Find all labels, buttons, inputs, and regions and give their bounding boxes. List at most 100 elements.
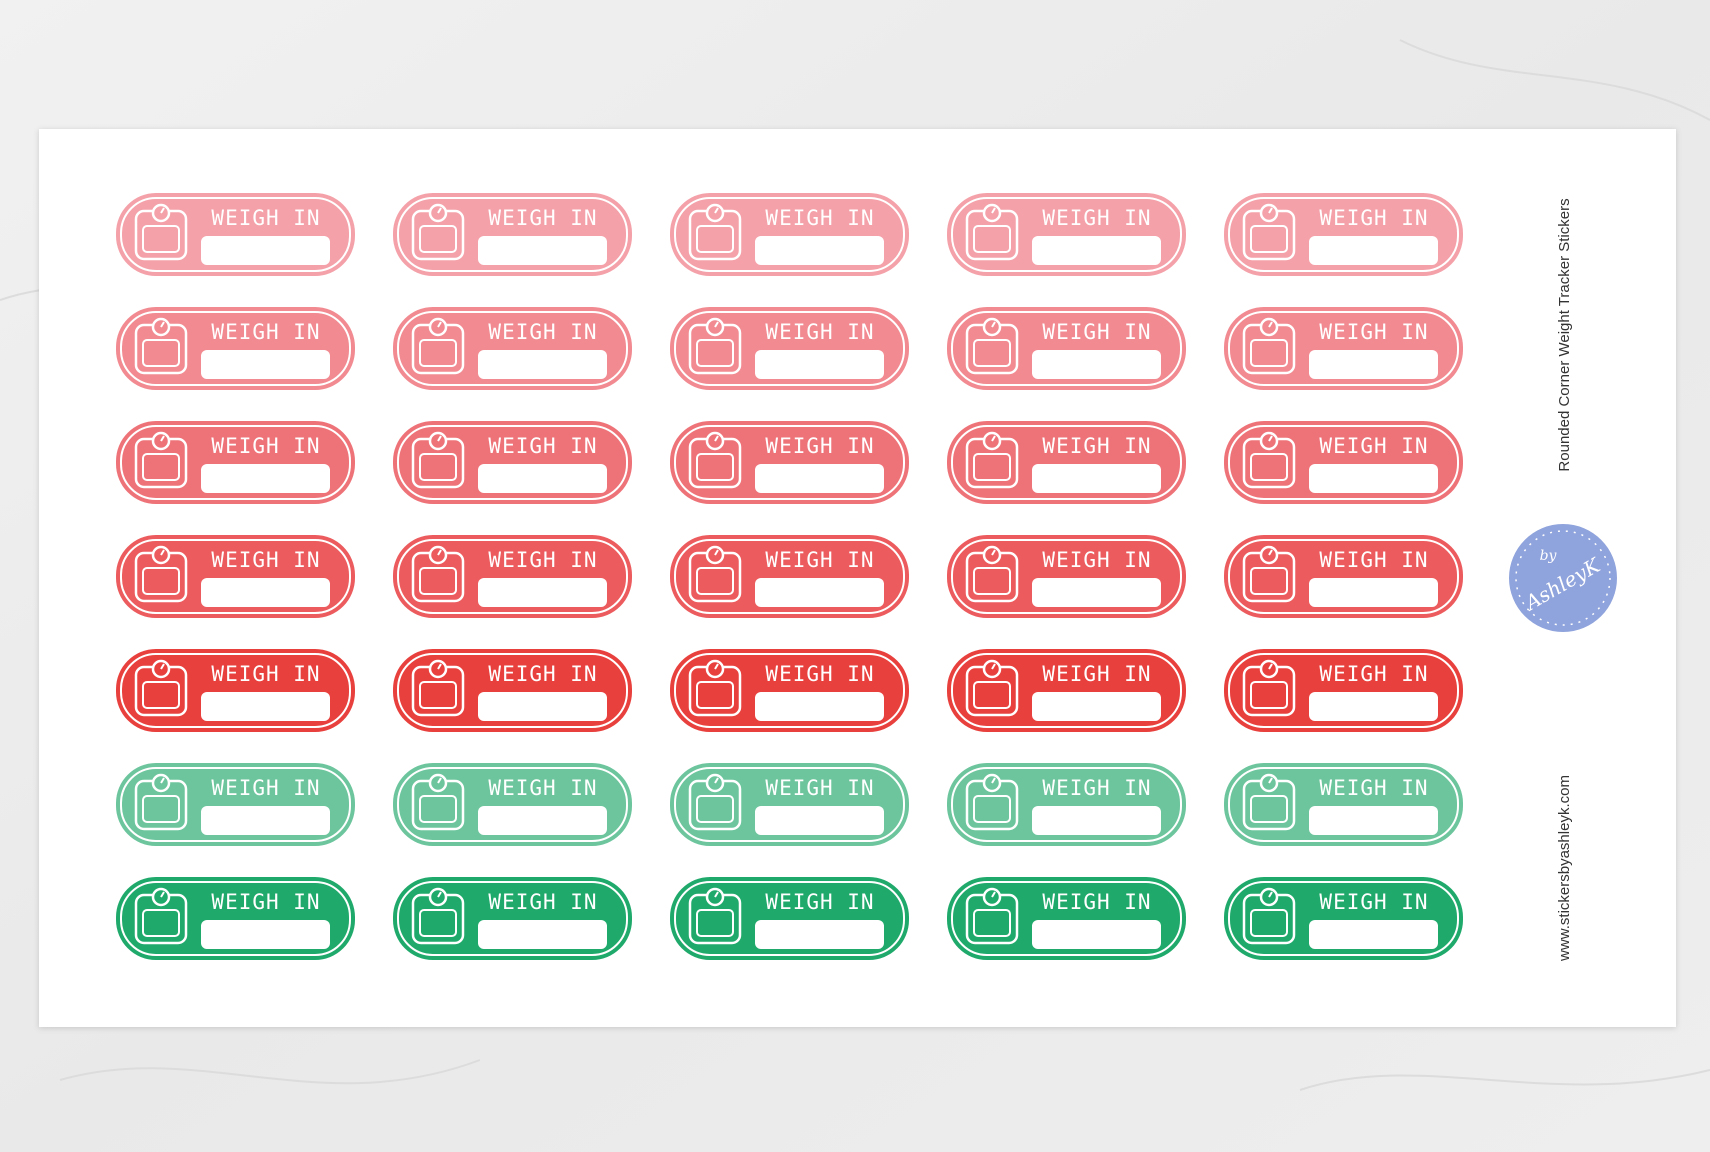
sticker: WEIGH IN	[116, 649, 355, 732]
sticker: WEIGH IN	[1224, 535, 1463, 618]
scale-icon-plate	[696, 681, 734, 709]
sticker: WEIGH IN	[1224, 193, 1463, 276]
sticker-border	[1228, 197, 1459, 272]
sticker-border	[120, 653, 351, 728]
scale-icon-plate	[1250, 567, 1288, 595]
scale-icon-plate	[973, 225, 1011, 253]
write-in-box	[1309, 920, 1438, 949]
write-in-box	[201, 692, 330, 721]
sticker: WEIGH IN	[116, 307, 355, 390]
sticker-label: WEIGH IN	[1319, 206, 1428, 230]
sticker-label: WEIGH IN	[1319, 890, 1428, 914]
sticker-label: WEIGH IN	[1042, 206, 1151, 230]
scale-icon-plate	[973, 567, 1011, 595]
scale-icon-needle	[437, 663, 442, 670]
sticker: WEIGH IN	[947, 649, 1186, 732]
scale-icon-plate	[696, 225, 734, 253]
sticker-border	[397, 539, 628, 614]
scale-icon-plate	[973, 339, 1011, 367]
scale-icon-needle	[160, 777, 165, 784]
sticker: WEIGH IN	[670, 535, 909, 618]
sticker-label: WEIGH IN	[488, 320, 597, 344]
scale-icon-plate	[1250, 795, 1288, 823]
sticker-label: WEIGH IN	[765, 320, 874, 344]
scale-icon-needle	[1268, 777, 1273, 784]
write-in-box	[201, 350, 330, 379]
sticker: WEIGH IN	[947, 877, 1186, 960]
sticker-border	[1228, 311, 1459, 386]
scale-icon-plate	[419, 909, 457, 937]
sticker: WEIGH IN	[393, 877, 632, 960]
sticker-label: WEIGH IN	[765, 890, 874, 914]
scale-icon-needle	[991, 435, 996, 442]
sticker-border	[120, 425, 351, 500]
scale-icon-needle	[991, 891, 996, 898]
sticker-label: WEIGH IN	[488, 434, 597, 458]
logo-ring	[1515, 530, 1611, 626]
scale-icon-plate	[142, 795, 180, 823]
sticker: WEIGH IN	[947, 535, 1186, 618]
scale-icon-needle	[991, 207, 996, 214]
scale-icon-needle	[714, 207, 719, 214]
sticker-border	[1228, 653, 1459, 728]
scale-icon-plate	[696, 453, 734, 481]
scale-icon-plate	[419, 681, 457, 709]
sticker: WEIGH IN	[670, 649, 909, 732]
sticker-border	[951, 767, 1182, 842]
scale-icon-needle	[160, 435, 165, 442]
sticker-border	[1228, 539, 1459, 614]
scale-icon-plate	[142, 567, 180, 595]
sticker-border	[674, 311, 905, 386]
sticker-border	[397, 425, 628, 500]
write-in-box	[201, 578, 330, 607]
scale-icon-needle	[437, 777, 442, 784]
scale-icon-plate	[1250, 909, 1288, 937]
sticker-label: WEIGH IN	[1042, 890, 1151, 914]
sticker-border	[397, 311, 628, 386]
scale-icon-plate	[142, 225, 180, 253]
write-in-box	[1032, 806, 1161, 835]
scale-icon-needle	[714, 549, 719, 556]
sticker: WEIGH IN	[947, 421, 1186, 504]
scale-icon-needle	[160, 321, 165, 328]
write-in-box	[755, 806, 884, 835]
sticker: WEIGH IN	[116, 193, 355, 276]
write-in-box	[755, 236, 884, 265]
write-in-box	[1032, 578, 1161, 607]
sheet-title: Rounded Corner Weight Tracker Stickers	[1556, 198, 1573, 471]
sticker-label: WEIGH IN	[1042, 662, 1151, 686]
scale-icon-plate	[142, 909, 180, 937]
scale-icon-needle	[1268, 435, 1273, 442]
sticker-label: WEIGH IN	[488, 206, 597, 230]
scale-icon-needle	[1268, 549, 1273, 556]
scale-icon-needle	[1268, 321, 1273, 328]
write-in-box	[1032, 350, 1161, 379]
write-in-box	[478, 806, 607, 835]
scale-icon-plate	[1250, 453, 1288, 481]
write-in-box	[755, 464, 884, 493]
sticker-border	[1228, 767, 1459, 842]
sticker-border	[120, 881, 351, 956]
sticker-label: WEIGH IN	[765, 206, 874, 230]
scale-icon-plate	[973, 909, 1011, 937]
write-in-box	[1032, 236, 1161, 265]
scale-icon-needle	[714, 321, 719, 328]
sticker-border	[120, 539, 351, 614]
scale-icon-plate	[973, 681, 1011, 709]
sticker-border	[674, 539, 905, 614]
write-in-box	[478, 350, 607, 379]
sticker-border	[951, 539, 1182, 614]
sticker: WEIGH IN	[1224, 763, 1463, 846]
write-in-box	[1309, 692, 1438, 721]
sticker-border	[120, 767, 351, 842]
sticker-label: WEIGH IN	[1042, 548, 1151, 572]
sticker-border	[120, 311, 351, 386]
write-in-box	[1309, 578, 1438, 607]
scale-icon-plate	[696, 909, 734, 937]
scale-icon-needle	[160, 549, 165, 556]
write-in-box	[201, 920, 330, 949]
sticker-label: WEIGH IN	[211, 890, 320, 914]
website: www.stickersbyashleyk.com	[1556, 775, 1573, 962]
sticker-label: WEIGH IN	[1319, 776, 1428, 800]
sticker: WEIGH IN	[116, 877, 355, 960]
